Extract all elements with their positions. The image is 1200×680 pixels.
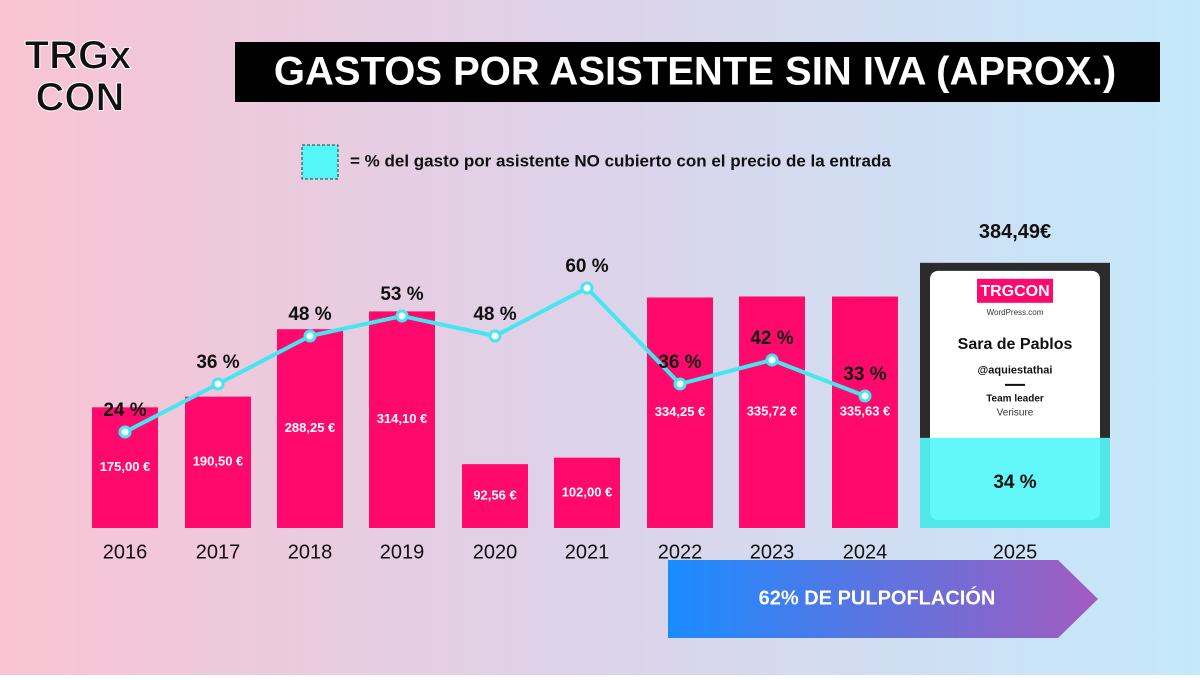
percent-point: [488, 329, 502, 343]
x-tick-label: 2017: [196, 541, 241, 563]
logo-line: TRGx: [25, 34, 132, 78]
badge-brand-bg: [977, 278, 1053, 303]
percent-label: 36 %: [196, 352, 239, 373]
x-tick-label: 2016: [103, 541, 148, 563]
bar: [554, 457, 620, 528]
bar: [647, 297, 713, 528]
value-label: 102,00 €: [562, 484, 613, 499]
badge-brand: TRGCON: [980, 283, 1049, 300]
badge-name: Sara de Pablos: [958, 336, 1073, 353]
x-tick-label: 2022: [658, 541, 703, 563]
percent-label: 33 %: [843, 364, 886, 385]
value-label: 384,49€: [979, 221, 1051, 243]
percent-point: [395, 309, 409, 323]
x-tick-label: 2023: [750, 541, 795, 563]
bar: [462, 464, 528, 528]
badge-company: Verisure: [997, 407, 1034, 418]
bar: [832, 296, 898, 528]
legend-swatch: [301, 144, 339, 180]
x-tick-label: 2018: [288, 541, 333, 563]
logo-line: CON: [36, 76, 125, 120]
banner-arrow: [668, 560, 1098, 638]
value-label: 335,63 €: [840, 404, 891, 419]
percent-point: [303, 329, 317, 343]
badge-site: WordPress.com: [987, 308, 1044, 317]
x-tick-label: 2020: [473, 541, 518, 563]
x-tick-label: 2021: [565, 541, 610, 563]
bar: [185, 396, 251, 528]
bar: [739, 296, 805, 528]
value-label: 314,10 €: [377, 411, 428, 426]
percent-point: [673, 377, 687, 391]
value-label: 190,50 €: [193, 454, 244, 469]
value-label: 288,25 €: [285, 420, 336, 435]
bar: [277, 329, 343, 528]
banner-text: 62% DE PULPOFLACIÓN: [759, 585, 996, 609]
title-bar: [235, 42, 1160, 102]
percent-point: [580, 281, 594, 295]
percent-label: 60 %: [565, 256, 608, 277]
value-label: 175,00 €: [100, 459, 151, 474]
percent-point: [858, 389, 872, 403]
percent-label: 48 %: [288, 304, 331, 325]
x-tick-label: 2024: [843, 541, 888, 563]
badge-handle: @aquiestathai: [978, 365, 1053, 377]
x-tick-label: 2025: [993, 541, 1038, 563]
bar: [369, 311, 435, 528]
uncovered-share: [920, 437, 1110, 528]
percent-label: 36 %: [658, 352, 701, 373]
percent-point: [211, 377, 225, 391]
value-label: 92,56 €: [473, 488, 516, 503]
badge-role: Team leader: [986, 393, 1044, 404]
value-label: 334,25 €: [655, 404, 706, 419]
percent-point: [118, 425, 132, 439]
percent-label: 48 %: [473, 304, 516, 325]
percent-label: 42 %: [750, 328, 793, 349]
x-tick-label: 2019: [380, 541, 425, 563]
chart-title: GASTOS POR ASISTENTE SIN IVA (APROX.): [274, 50, 1116, 94]
percent-label: 34 %: [993, 472, 1036, 493]
percent-label: 53 %: [380, 284, 423, 305]
percent-label: 24 %: [103, 400, 146, 421]
value-label: 335,72 €: [747, 404, 798, 419]
legend-label: = % del gasto por asistente NO cubierto …: [350, 151, 891, 170]
percent-point: [765, 353, 779, 367]
